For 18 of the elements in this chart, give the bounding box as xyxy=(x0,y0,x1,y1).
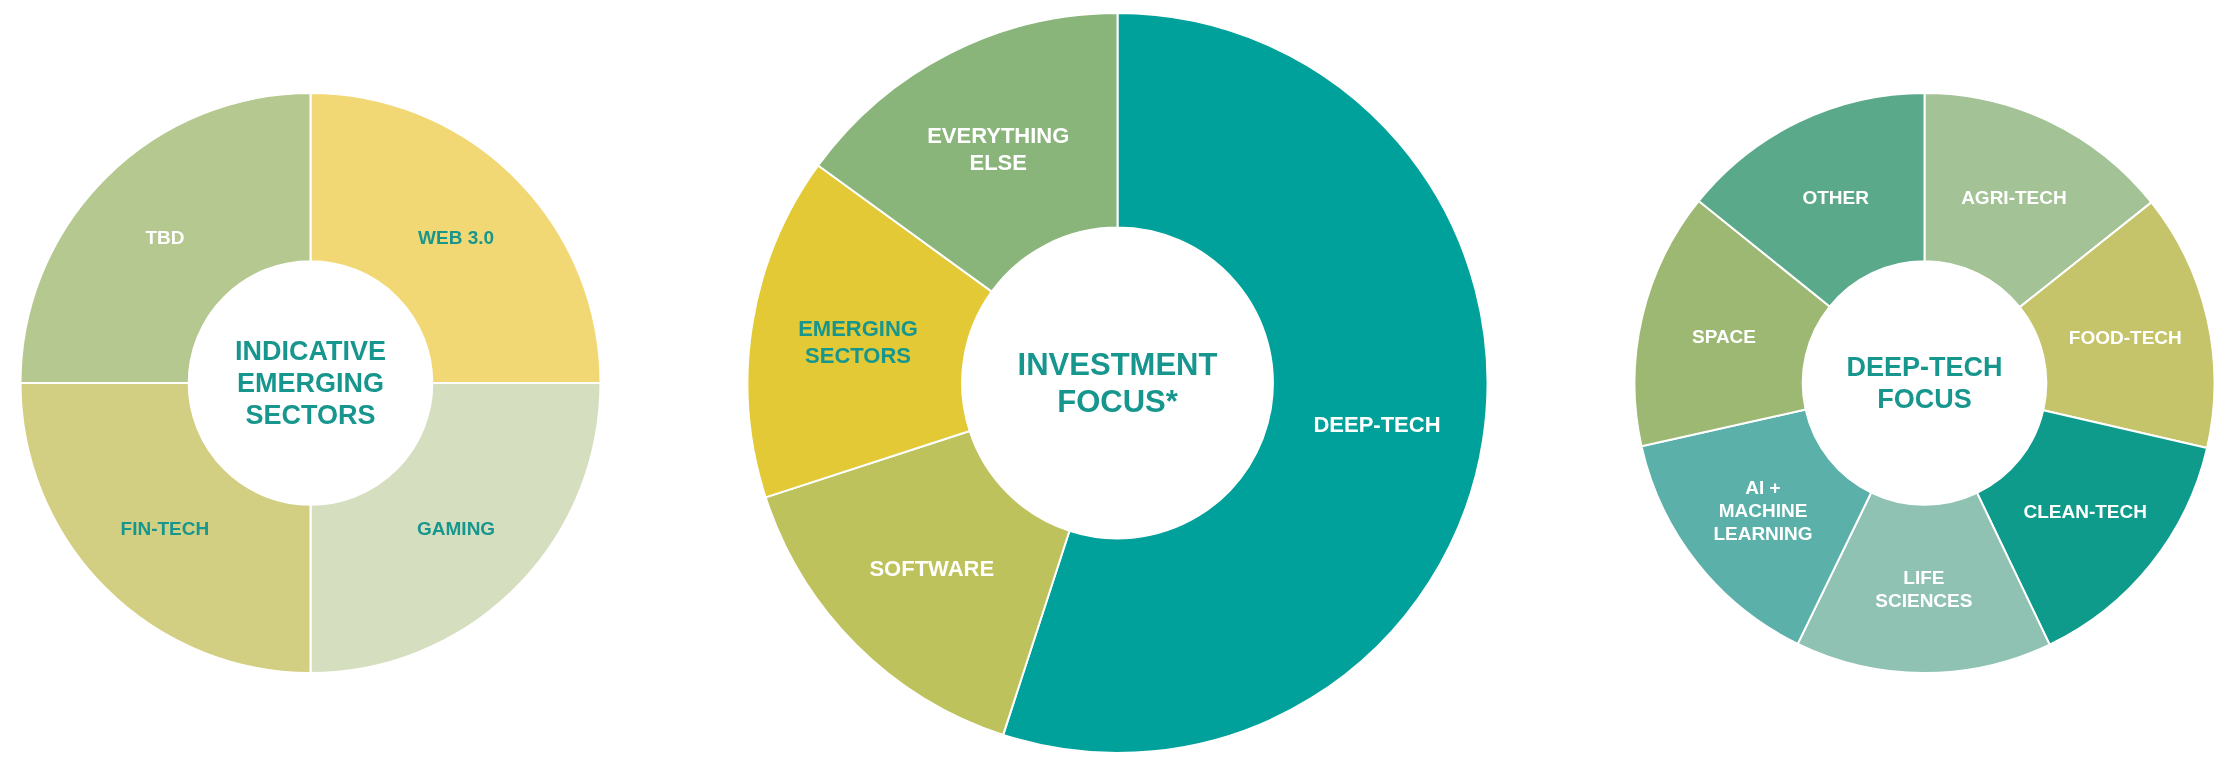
slice-label: DEEP-TECH xyxy=(1313,411,1441,437)
text: DEEP-TECH FOCUS xyxy=(1846,352,2003,414)
slice-label: GAMING xyxy=(417,518,496,540)
slice-label: AI + MACHINE LEARNING xyxy=(1713,477,1813,545)
slice-label: FIN-TECH xyxy=(120,518,210,540)
slice-label: EMERGING SECTORS xyxy=(798,316,918,368)
text: INVESTMENT FOCUS* xyxy=(1017,347,1218,419)
text: INDICATIVE EMERGING SECTORS xyxy=(235,336,387,430)
slice-label: TBD xyxy=(145,226,185,248)
slice-label: OTHER xyxy=(1802,186,1870,208)
slice-label: SPACE xyxy=(1691,325,1757,347)
slice-label: EVERYTHING ELSE xyxy=(927,123,1070,175)
slice-label: LIFE SCIENCES xyxy=(1875,567,1973,611)
slice-label: CLEAN-TECH xyxy=(2023,501,2147,523)
slice-label: SOFTWARE xyxy=(869,556,995,582)
slice-label: WEB 3.0 xyxy=(418,226,495,248)
slice-label: FOOD-TECH xyxy=(2068,326,2182,348)
slice-label: AGRI-TECH xyxy=(1961,187,2067,209)
